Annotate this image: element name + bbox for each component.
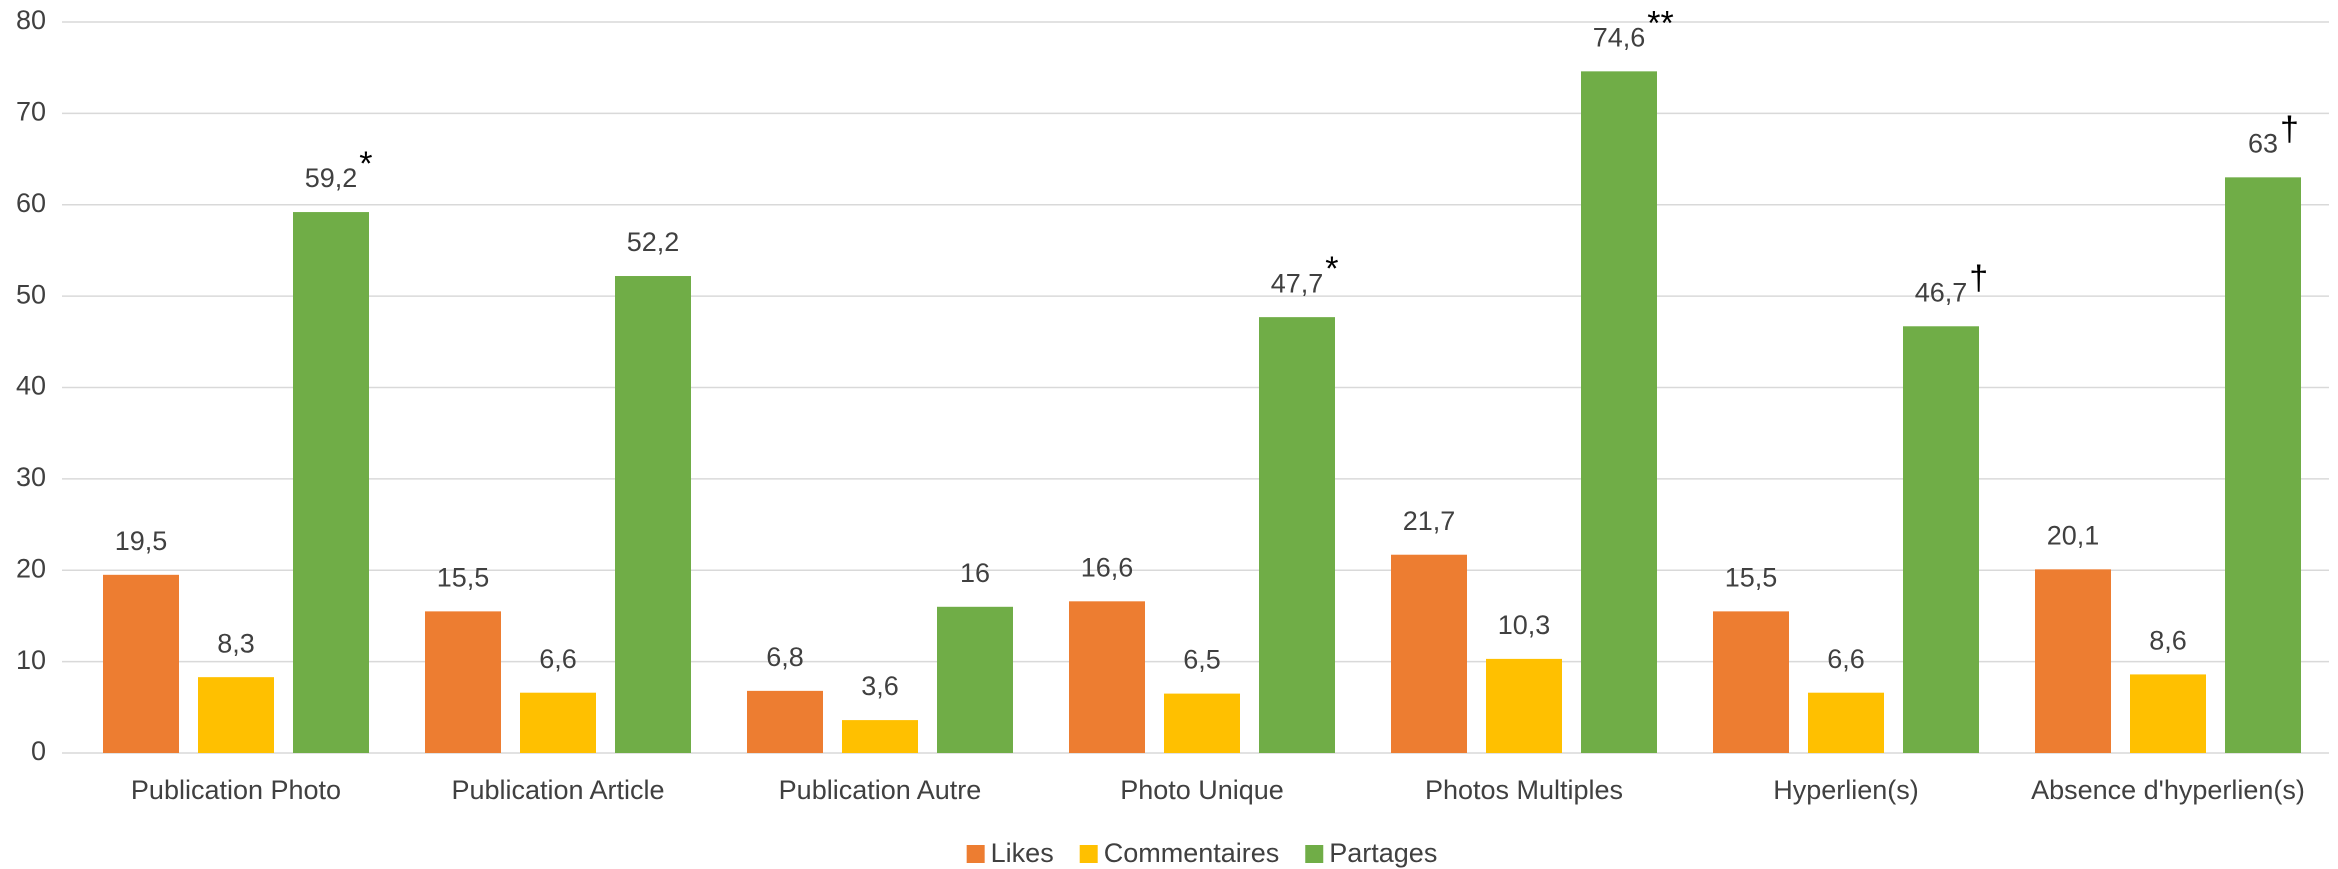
- x-tick-label: Publication Photo: [131, 775, 341, 805]
- y-tick-label: 40: [16, 371, 46, 401]
- legend-swatch: [1079, 845, 1098, 863]
- value-label: 20,1: [2047, 520, 2100, 550]
- bar: [1259, 317, 1335, 753]
- legend-label: Partages: [1329, 838, 1437, 868]
- bar: [2035, 569, 2111, 753]
- x-tick-label: Absence d'hyperlien(s): [2031, 775, 2305, 805]
- bar: [1069, 601, 1145, 753]
- bar: [1486, 658, 1562, 753]
- y-tick-label: 10: [16, 645, 46, 675]
- value-label: 16: [960, 558, 990, 588]
- value-label: 6,8: [766, 642, 804, 672]
- x-tick-label: Hyperlien(s): [1773, 775, 1919, 805]
- value-label: 63: [2248, 128, 2278, 158]
- y-tick-label: 80: [16, 5, 46, 35]
- x-tick-label: Publication Article: [451, 775, 664, 805]
- value-label: 6,5: [1183, 645, 1221, 675]
- bar: [1164, 693, 1240, 753]
- value-label: 15,5: [437, 562, 490, 592]
- value-note: †: [2280, 110, 2299, 148]
- bar: [2130, 674, 2206, 753]
- x-tick-label: Publication Autre: [779, 775, 982, 805]
- bar: [1713, 611, 1789, 753]
- bar: [2225, 177, 2301, 753]
- value-label: 19,5: [115, 526, 168, 556]
- y-tick-label: 30: [16, 462, 46, 492]
- value-note: *: [1325, 250, 1338, 288]
- x-tick-label: Photo Unique: [1120, 775, 1284, 805]
- value-label: 3,6: [861, 671, 899, 701]
- bar: [937, 606, 1013, 753]
- y-tick-label: 70: [16, 97, 46, 127]
- bar: [103, 574, 179, 753]
- value-label: 16,6: [1081, 552, 1134, 582]
- bar: [1391, 554, 1467, 753]
- bar: [425, 611, 501, 753]
- bar: [293, 212, 369, 753]
- value-label: 8,3: [217, 628, 255, 658]
- bar: [1903, 326, 1979, 753]
- bar: [198, 677, 274, 753]
- value-label: 21,7: [1403, 506, 1456, 536]
- y-tick-label: 20: [16, 553, 46, 583]
- value-label: 74,6: [1593, 22, 1646, 52]
- legend-swatch: [966, 845, 985, 863]
- value-label: 15,5: [1725, 562, 1778, 592]
- value-note: *: [359, 145, 372, 183]
- value-label: 8,6: [2149, 626, 2187, 656]
- value-label: 46,7: [1915, 277, 1968, 307]
- value-note: **: [1647, 4, 1673, 42]
- value-label: 47,7: [1271, 268, 1324, 298]
- y-tick-label: 0: [31, 736, 46, 766]
- legend-swatch: [1305, 845, 1324, 863]
- bar: [747, 690, 823, 753]
- value-label: 6,6: [1827, 644, 1865, 674]
- legend-label: Likes: [991, 838, 1054, 868]
- y-tick-label: 50: [16, 279, 46, 309]
- bar: [1808, 692, 1884, 753]
- value-label: 59,2: [305, 163, 358, 193]
- x-tick-label: Photos Multiples: [1425, 775, 1623, 805]
- value-label: 52,2: [627, 227, 680, 257]
- y-tick-label: 60: [16, 188, 46, 218]
- bar: [1581, 71, 1657, 753]
- value-label: 6,6: [539, 644, 577, 674]
- legend: Likes Commentaires Partages: [966, 838, 1437, 868]
- bar: [520, 692, 596, 753]
- value-label: 10,3: [1498, 610, 1551, 640]
- legend-label: Commentaires: [1104, 838, 1280, 868]
- value-note: †: [1969, 259, 1988, 297]
- bar: [842, 720, 918, 753]
- bar: [615, 276, 691, 753]
